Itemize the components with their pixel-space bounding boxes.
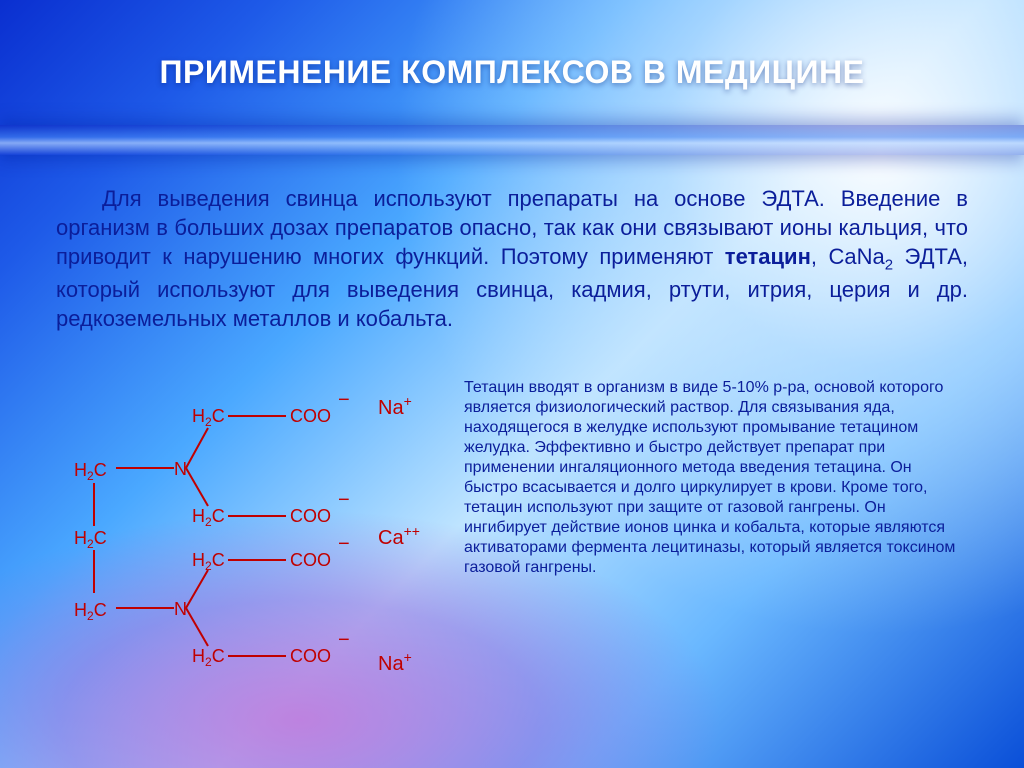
svg-text:H2C: H2C <box>192 506 225 529</box>
para1-part-b: , CaNa <box>811 244 885 269</box>
para1-bold: тетацин <box>725 244 811 269</box>
svg-text:H2C: H2C <box>192 406 225 429</box>
slide: ПРИМЕНЕНИЕ КОМПЛЕКСОВ В МЕДИЦИНЕ Для выв… <box>0 0 1024 768</box>
svg-text:COO: COO <box>290 646 331 666</box>
decorative-band <box>0 125 1024 155</box>
svg-text:N: N <box>174 459 187 479</box>
svg-text:−: − <box>338 389 350 411</box>
svg-text:Ca++: Ca++ <box>378 523 420 549</box>
paragraph-1: Для выведения свинца используют препарат… <box>56 184 968 333</box>
svg-text:H2C: H2C <box>74 528 107 551</box>
lower-row: H2C COO − N H2C COO − H2C H2C H2C H2C CO… <box>56 378 968 748</box>
svg-text:COO: COO <box>290 550 331 570</box>
paragraph-2: Тетацин вводят в организм в виде 5-10% р… <box>446 378 968 748</box>
svg-text:N: N <box>174 599 187 619</box>
svg-text:Na+: Na+ <box>378 393 412 419</box>
svg-text:−: − <box>338 629 350 651</box>
svg-text:Na+: Na+ <box>378 649 412 675</box>
svg-text:H2C: H2C <box>192 646 225 669</box>
para1-subscript: 2 <box>885 256 893 273</box>
svg-text:−: − <box>338 489 350 511</box>
svg-text:H2C: H2C <box>192 550 225 573</box>
svg-text:−: − <box>338 533 350 555</box>
svg-text:COO: COO <box>290 506 331 526</box>
slide-title: ПРИМЕНЕНИЕ КОМПЛЕКСОВ В МЕДИЦИНЕ <box>0 54 1024 91</box>
body-text: Для выведения свинца используют препарат… <box>56 184 968 333</box>
chemical-structure: H2C COO − N H2C COO − H2C H2C H2C H2C CO… <box>56 378 446 748</box>
edta-structure-svg: H2C COO − N H2C COO − H2C H2C H2C H2C CO… <box>56 378 446 708</box>
svg-text:H2C: H2C <box>74 600 107 623</box>
svg-text:H2C: H2C <box>74 460 107 483</box>
svg-text:COO: COO <box>290 406 331 426</box>
